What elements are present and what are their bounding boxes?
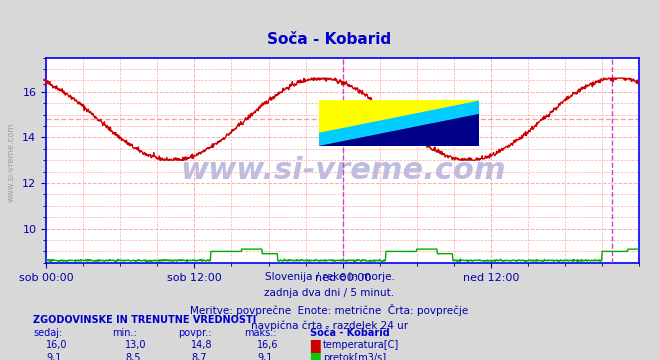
Text: 16,0: 16,0 xyxy=(46,340,68,350)
Text: pretok[m3/s]: pretok[m3/s] xyxy=(323,353,386,360)
Text: ZGODOVINSKE IN TRENUTNE VREDNOSTI: ZGODOVINSKE IN TRENUTNE VREDNOSTI xyxy=(33,315,256,325)
Text: Soča - Kobarid: Soča - Kobarid xyxy=(310,328,389,338)
Text: povpr.:: povpr.: xyxy=(178,328,212,338)
Text: Slovenija / reke in morje.: Slovenija / reke in morje. xyxy=(264,272,395,282)
Text: 13,0: 13,0 xyxy=(125,340,147,350)
Text: navpična črta - razdelek 24 ur: navpična črta - razdelek 24 ur xyxy=(251,320,408,331)
Text: 16,6: 16,6 xyxy=(257,340,279,350)
Text: www.si-vreme.com: www.si-vreme.com xyxy=(180,156,505,185)
Polygon shape xyxy=(319,100,479,132)
Text: www.si-vreme.com: www.si-vreme.com xyxy=(7,122,16,202)
Polygon shape xyxy=(319,114,479,146)
Text: Meritve: povprečne  Enote: metrične  Črta: povprečje: Meritve: povprečne Enote: metrične Črta:… xyxy=(190,304,469,316)
Text: 8,7: 8,7 xyxy=(191,353,207,360)
Text: maks.:: maks.: xyxy=(244,328,276,338)
Text: min.:: min.: xyxy=(112,328,137,338)
Text: sedaj:: sedaj: xyxy=(33,328,62,338)
Text: 9,1: 9,1 xyxy=(257,353,272,360)
Text: █: █ xyxy=(310,340,320,354)
Text: Soča - Kobarid: Soča - Kobarid xyxy=(268,32,391,48)
Text: 9,1: 9,1 xyxy=(46,353,61,360)
Text: zadnja dva dni / 5 minut.: zadnja dva dni / 5 minut. xyxy=(264,288,395,298)
Text: 8,5: 8,5 xyxy=(125,353,141,360)
Text: 14,8: 14,8 xyxy=(191,340,213,350)
Text: temperatura[C]: temperatura[C] xyxy=(323,340,399,350)
Text: █: █ xyxy=(310,353,320,360)
